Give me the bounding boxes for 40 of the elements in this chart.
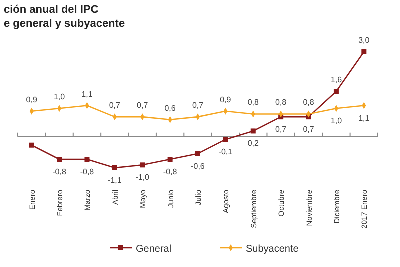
data-label: 0,7 (137, 101, 149, 110)
data-label: 0,8 (248, 98, 260, 108)
data-label: 1,6 (330, 76, 343, 85)
point (140, 162, 146, 168)
data-label: -0,1 (218, 148, 234, 157)
data-label: 0,7 (303, 125, 315, 134)
data-label: 1,1 (82, 90, 94, 99)
point (334, 89, 339, 94)
data-label: -1,0 (136, 173, 150, 182)
chart-subtitle: e general y subyacente (4, 18, 126, 30)
point (168, 157, 173, 162)
data-label: 0,7 (109, 101, 122, 110)
data-label: -0,6 (191, 162, 206, 171)
data-label: 0,8 (303, 98, 315, 108)
data-label: -0,8 (52, 168, 67, 177)
data-label: 0,6 (164, 104, 176, 113)
data-label: -1,1 (108, 176, 122, 185)
data-label: 1,0 (54, 92, 66, 102)
legend-label: General (136, 244, 172, 255)
point (84, 157, 90, 162)
chart-title: ción anual del IPC (4, 4, 99, 16)
legend-label: Subyacente (246, 244, 300, 255)
data-label: 0,9 (26, 95, 38, 104)
point (112, 166, 118, 170)
data-label: -0,8 (80, 168, 95, 177)
data-label: 0,8 (276, 98, 288, 108)
point (196, 151, 200, 156)
point (362, 50, 367, 54)
data-label: 1,1 (358, 114, 370, 123)
data-label: 3,0 (358, 36, 370, 45)
data-label: 0,7 (192, 101, 204, 110)
point (57, 157, 62, 162)
point (250, 128, 256, 134)
data-label: 0,9 (220, 95, 232, 104)
data-label: 0,2 (248, 139, 260, 148)
data-label: -0,8 (163, 168, 178, 177)
data-label: 1,0 (330, 116, 343, 126)
data-label: 0,7 (276, 125, 288, 134)
point (29, 142, 34, 148)
point (223, 137, 228, 142)
